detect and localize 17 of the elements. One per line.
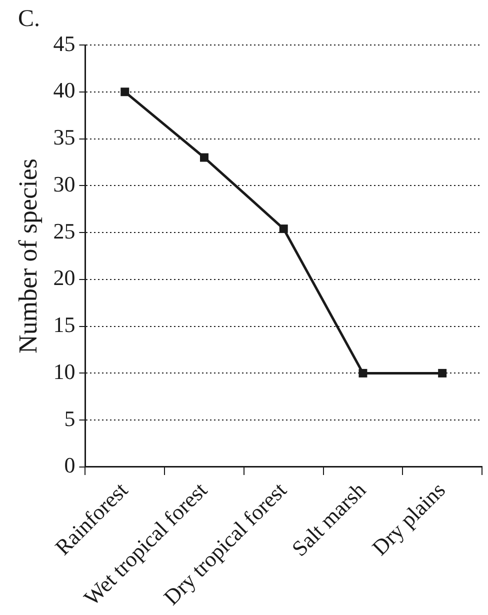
y-tick-label: 30 bbox=[53, 171, 76, 196]
y-tick-label: 20 bbox=[53, 265, 76, 290]
y-tick-label: 0 bbox=[64, 452, 76, 478]
y-tick-label: 25 bbox=[53, 218, 76, 244]
y-tick-label: 35 bbox=[53, 124, 76, 150]
y-axis-title: Number of species bbox=[13, 158, 42, 354]
y-tick-label: 45 bbox=[53, 30, 76, 56]
point bbox=[358, 368, 368, 378]
y-tick-label: 40 bbox=[53, 78, 76, 103]
point bbox=[438, 368, 447, 378]
y-tick-label: 10 bbox=[53, 358, 76, 384]
y-tick-label: 5 bbox=[64, 406, 76, 431]
point bbox=[120, 88, 130, 96]
y-tick-label: 15 bbox=[53, 312, 76, 338]
text: C. bbox=[18, 6, 40, 33]
point bbox=[279, 224, 288, 234]
point bbox=[200, 153, 208, 162]
